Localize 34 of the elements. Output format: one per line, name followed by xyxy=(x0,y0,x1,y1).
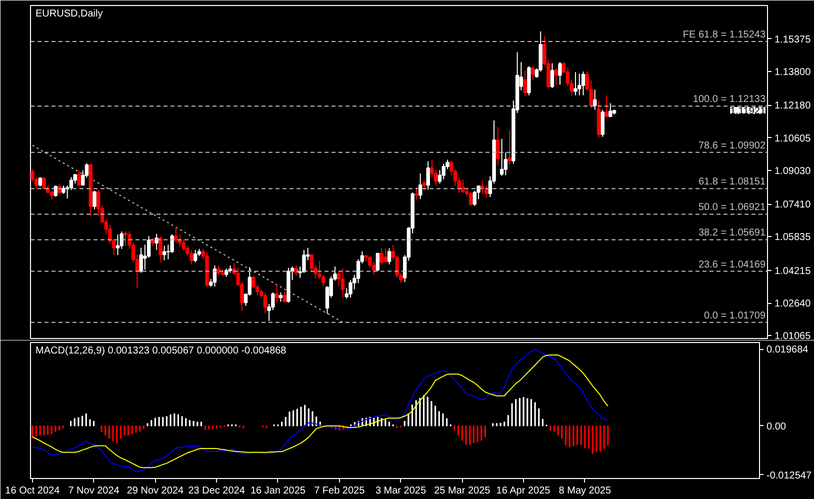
ref-line-label: 0.0 = 1.01709 xyxy=(704,310,766,322)
y-tick-label: 0.019684 xyxy=(766,344,809,356)
y-tick-label: 1.01065 xyxy=(774,331,812,342)
y-tick-label: 1.07410 xyxy=(774,200,812,211)
x-tick-label: 25 Mar 2025 xyxy=(434,486,491,496)
ref-line-label: 100.0 = 1.12133 xyxy=(692,94,766,106)
y-tick-label: 1.09030 xyxy=(774,166,812,177)
y-tick-label: 1.12180 xyxy=(774,100,812,112)
chart-title: MACD(12,26,9) 0.001323 0.005067 0.000000 -0.004868 xyxy=(36,346,287,356)
x-tick-label: 3 Mar 2025 xyxy=(375,486,426,496)
x-tick-label: 16 Apr 2025 xyxy=(496,486,551,496)
x-tick-label: 16 Oct 2024 xyxy=(5,486,60,496)
y-tick-label: 1.15375 xyxy=(774,34,812,46)
ref-line-label: 38.2 = 1.05691 xyxy=(698,228,766,239)
y-tick-label: 1.02640 xyxy=(774,298,812,310)
y-tick-label: -0.012547 xyxy=(766,470,812,482)
x-tick-label: 29 Nov 2024 xyxy=(126,486,184,496)
x-tick-label: 7 Feb 2025 xyxy=(314,486,366,496)
x-tick-label: 7 Nov 2024 xyxy=(68,486,120,496)
annotation: 1.11921 xyxy=(730,106,766,117)
chart-title: EURUSD,Daily xyxy=(36,8,103,20)
x-tick-label: 23 Dec 2024 xyxy=(188,486,246,496)
y-tick-label: 1.13800 xyxy=(774,66,812,78)
y-tick-label: 1.04215 xyxy=(774,266,812,277)
x-tick-label: 8 May 2025 xyxy=(558,486,612,496)
y-tick-label: 1.10605 xyxy=(774,133,812,144)
y-tick-label: 1.05835 xyxy=(774,232,812,244)
ref-line-label: 23.6 = 1.04169 xyxy=(698,259,766,270)
y-tick-label: 0.00 xyxy=(766,421,786,432)
ref-line-label: FE 61.8 = 1.15243 xyxy=(682,30,766,41)
ref-line-label: 78.6 = 1.09902 xyxy=(698,140,766,152)
ref-line-label: 50.0 = 1.06921 xyxy=(698,202,766,214)
ref-line-label: 61.8 = 1.08151 xyxy=(698,176,766,188)
x-tick-label: 16 Jan 2025 xyxy=(250,486,306,496)
